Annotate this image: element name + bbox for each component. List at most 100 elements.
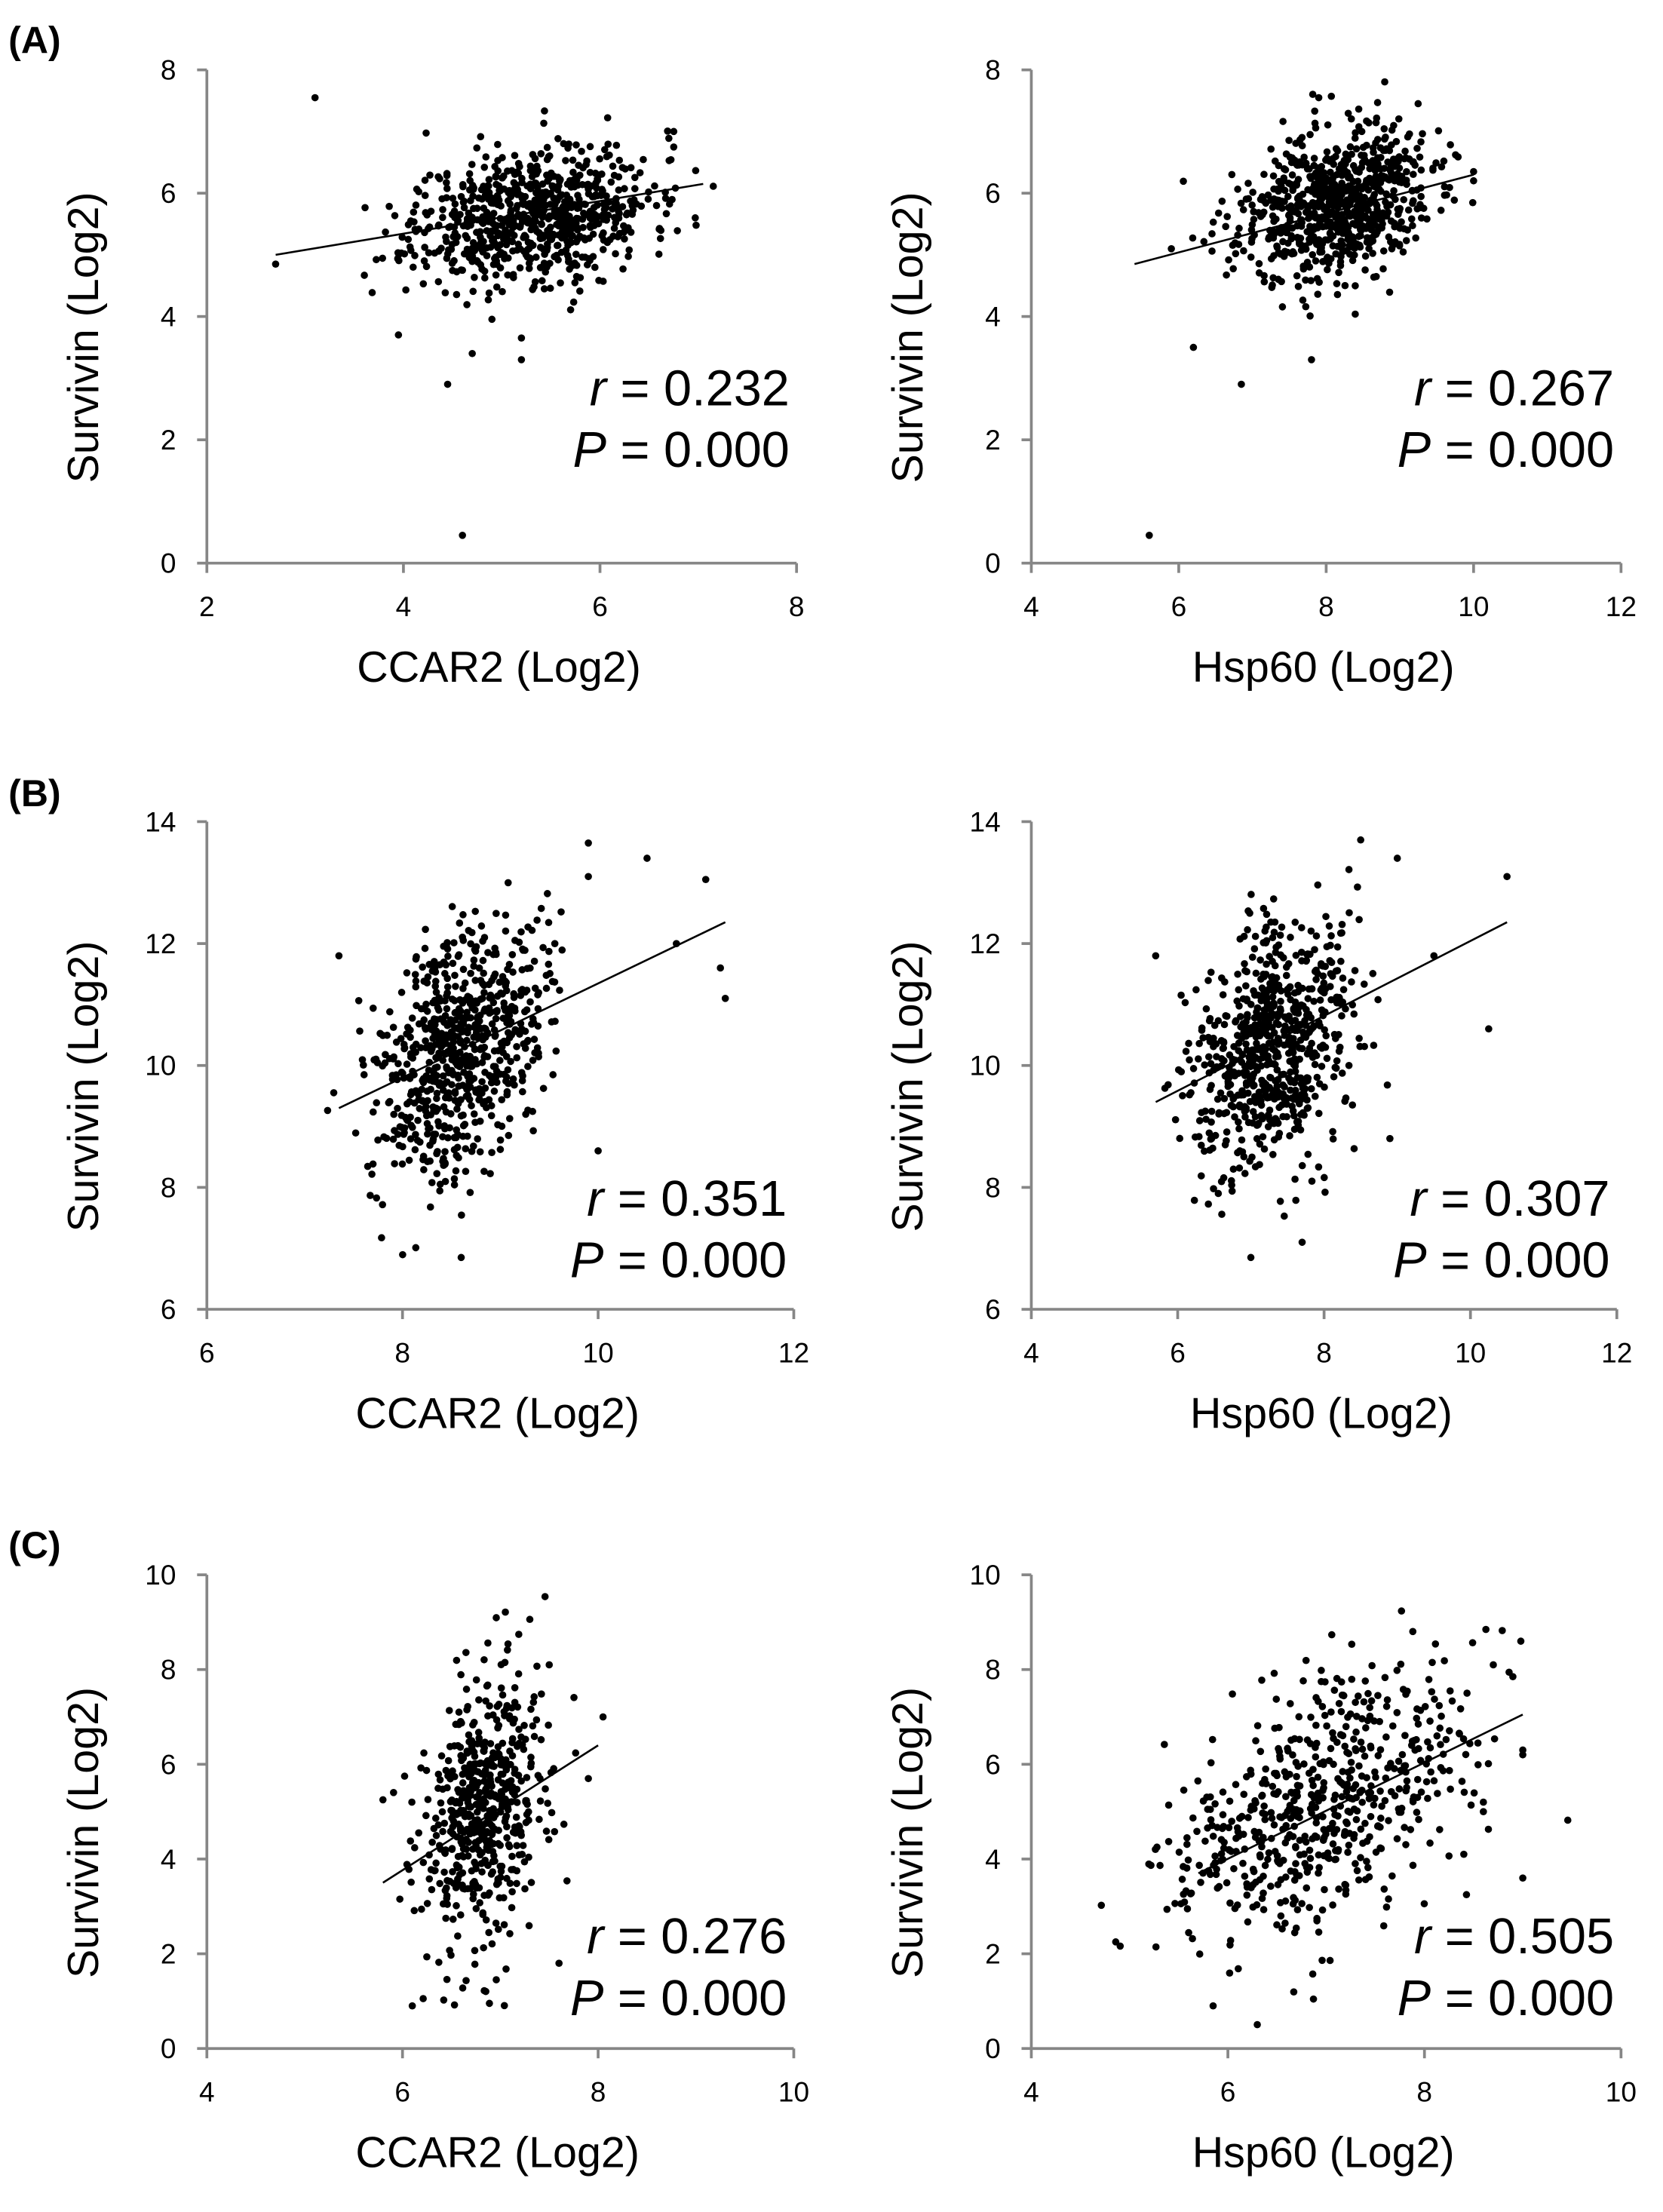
data-point (520, 1722, 528, 1729)
data-point (419, 1858, 428, 1867)
y-tick-label: 8 (985, 1654, 1001, 1686)
data-point (543, 143, 551, 152)
data-point (1213, 1884, 1222, 1892)
data-point (1344, 235, 1352, 244)
data-point (462, 1686, 471, 1693)
data-point (508, 1738, 516, 1747)
data-point (586, 143, 594, 151)
data-point (1315, 1080, 1324, 1088)
data-point (1260, 904, 1268, 913)
y-tick-label: 6 (161, 1748, 176, 1780)
data-point (1410, 1793, 1418, 1801)
x-axis-label: CCAR2 (Log2) (357, 643, 641, 692)
data-point (1398, 1607, 1406, 1615)
data-point (1274, 1881, 1282, 1888)
data-point (1312, 1819, 1321, 1827)
data-point (407, 1091, 415, 1099)
p-symbol: P (573, 422, 607, 478)
data-point (369, 1004, 377, 1012)
data-point (1280, 1027, 1288, 1035)
data-point (1250, 1867, 1258, 1876)
data-point (440, 1819, 449, 1827)
data-point (1345, 909, 1353, 917)
data-point (1278, 923, 1286, 931)
data-point (459, 183, 467, 191)
data-point (1265, 235, 1272, 243)
data-point (1199, 1034, 1207, 1042)
r-symbol: r (1414, 360, 1433, 416)
data-point (496, 1057, 504, 1064)
data-point (1232, 1781, 1240, 1789)
data-point (485, 289, 493, 297)
data-point (513, 1799, 521, 1806)
data-point (385, 1054, 394, 1063)
data-point (1410, 197, 1417, 205)
data-point (454, 1741, 462, 1750)
data-point (513, 1879, 520, 1888)
data-point (1402, 154, 1410, 162)
data-point (389, 1135, 397, 1143)
data-point (1264, 1032, 1272, 1040)
data-point (1262, 199, 1270, 207)
data-point (1161, 1085, 1169, 1092)
data-point (1370, 163, 1379, 171)
data-point (1366, 1833, 1373, 1841)
data-point (1285, 137, 1293, 145)
y-axis-label: Survivin (Log2) (884, 192, 932, 483)
data-point (491, 1857, 499, 1865)
data-point (1269, 992, 1277, 1001)
data-point (575, 287, 584, 295)
data-point (1263, 923, 1270, 931)
data-point (426, 171, 434, 179)
data-point (439, 1072, 447, 1080)
data-point (1240, 1790, 1248, 1799)
data-point (463, 1036, 471, 1045)
data-point (1358, 1798, 1367, 1806)
data-point (480, 1744, 489, 1752)
data-point (1463, 1689, 1471, 1697)
data-point (1351, 251, 1358, 259)
data-point (480, 989, 488, 996)
data-point (1309, 201, 1317, 209)
data-point (1256, 1020, 1264, 1028)
data-point (1352, 1815, 1361, 1824)
data-point (1189, 1065, 1198, 1072)
p-value-label: P = 0.000 (570, 1971, 787, 2026)
data-point (504, 167, 511, 175)
data-point (1298, 1161, 1306, 1170)
data-point (457, 1806, 465, 1815)
data-point (379, 1201, 387, 1209)
data-point (1230, 1864, 1238, 1873)
data-point (509, 1719, 517, 1727)
data-point (1400, 195, 1408, 204)
data-point (1344, 209, 1352, 216)
data-point (412, 983, 420, 991)
data-point (457, 1253, 465, 1262)
data-point (1300, 1760, 1308, 1768)
data-point (1359, 183, 1367, 191)
data-point (526, 1615, 534, 1624)
data-point (448, 903, 456, 910)
data-point (436, 1776, 444, 1784)
data-point (438, 1040, 446, 1048)
data-point (1223, 1879, 1231, 1887)
data-point (1363, 117, 1370, 125)
data-point (1206, 1805, 1214, 1814)
data-point (472, 1676, 480, 1684)
data-point (594, 175, 601, 183)
data-point (556, 986, 563, 994)
data-point (477, 1826, 486, 1834)
data-point (1336, 214, 1344, 222)
data-point (1320, 1833, 1328, 1842)
data-point (1399, 248, 1407, 256)
data-point (514, 241, 523, 248)
data-point (1309, 1995, 1318, 2003)
data-point (1412, 234, 1419, 242)
data-point (477, 1860, 486, 1867)
data-point (467, 940, 474, 948)
data-point (1290, 1805, 1298, 1814)
data-point (1189, 343, 1198, 351)
x-axis-label: Hsp60 (Log2) (1192, 643, 1455, 692)
data-point (1307, 1805, 1315, 1813)
